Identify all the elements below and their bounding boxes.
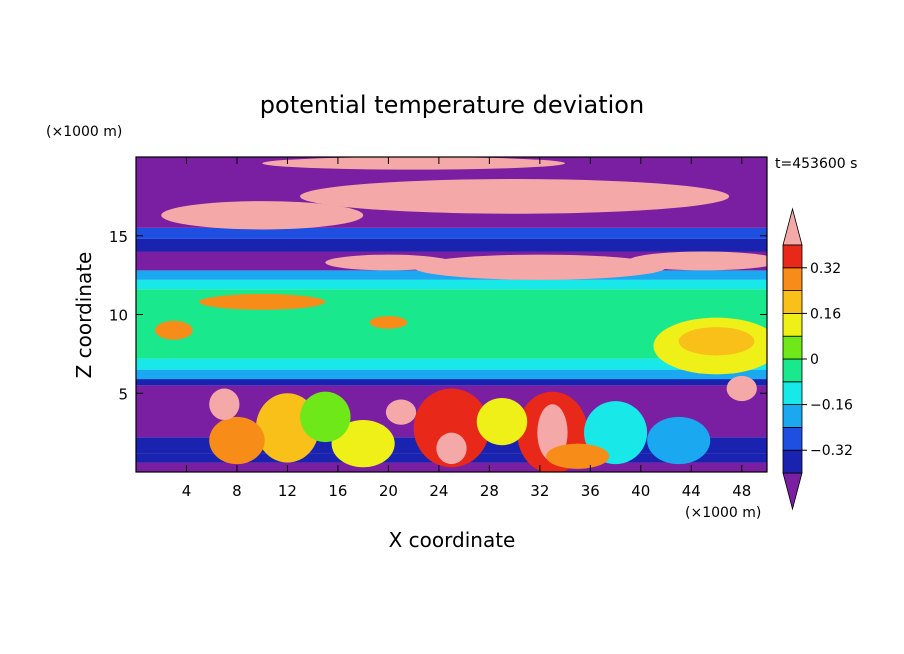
y-axis: 5 10 15 [109,228,767,403]
contour-feature [369,316,408,329]
time-label: t=453600 s [775,156,857,172]
colorbar-box [782,335,803,360]
contour-feature [476,397,528,446]
contour-feature [385,399,417,425]
colorbar-box [782,381,803,405]
colorbar-arrow-bottom [782,472,803,511]
contour-feature [331,420,395,468]
contour-band [136,369,767,380]
contour-feature [413,254,667,280]
contour-feature [209,388,240,421]
y-tick-label: 10 [109,307,128,325]
x-tick-label: 24 [429,482,448,500]
contour-band [136,238,767,252]
contour-feature [209,416,265,465]
colorbar: 0.32 0.16 0 −0.16 −0.32 [782,207,853,511]
contour-feature [300,179,730,214]
colorbar-box [782,267,803,291]
contour-feature [546,443,610,469]
y-axis-title: Z coordinate [72,252,96,379]
colorbar-tick-label: 0.32 [810,261,841,277]
contour-feature [413,388,490,468]
colorbar-box [782,426,803,451]
contour-feature [300,391,351,443]
contour-feature [678,327,755,356]
contour-band [136,379,767,386]
x-tick-label: 44 [682,482,701,500]
x-tick-label: 40 [631,482,650,500]
y-tick-label: 5 [118,385,128,403]
contour-feature [647,416,711,465]
x-tick-label: 20 [379,482,398,500]
contour-feature [325,254,452,271]
x-tick-label: 36 [581,482,600,500]
colorbar-tick-label: −0.32 [810,443,853,459]
colorbar-tick-label: −0.16 [810,398,853,414]
contour-band [136,227,767,239]
colorbar-box [782,290,803,314]
contour-feature [262,157,566,170]
x-tick-label: 8 [232,482,242,500]
x-tick-label: 32 [530,482,549,500]
contour-feature [161,201,364,230]
colorbar-box [782,244,803,269]
x-tick-label: 28 [480,482,499,500]
x-tick-label: 4 [182,482,192,500]
x-axis: 4 8 12 16 20 24 28 32 36 40 44 48 [182,157,751,500]
x-axis-title: X coordinate [389,528,516,552]
contour-feature [154,320,193,340]
x-tick-label: 48 [732,482,751,500]
x-tick-label: 16 [328,482,347,500]
x-tick-label: 12 [278,482,297,500]
contour-feature [726,375,757,402]
plot-area [136,157,767,472]
chart-title: potential temperature deviation [260,91,644,119]
contour-feature [628,251,767,271]
colorbar-tick-label: 0.16 [810,306,841,322]
y-tick-label: 15 [109,228,128,246]
x-unit-label: (×1000 m) [685,505,761,521]
colorbar-box [782,404,803,428]
colorbar-box [782,449,803,474]
contour-feature [436,432,467,465]
contour-band [136,358,767,370]
contour-band [136,279,767,290]
colorbar-arrow-top [782,207,803,246]
colorbar-tick-label: 0 [810,352,819,368]
contour-feature [199,294,326,310]
y-unit-label: (×1000 m) [46,124,122,140]
colorbar-box [782,312,803,337]
colorbar-box [782,358,803,383]
